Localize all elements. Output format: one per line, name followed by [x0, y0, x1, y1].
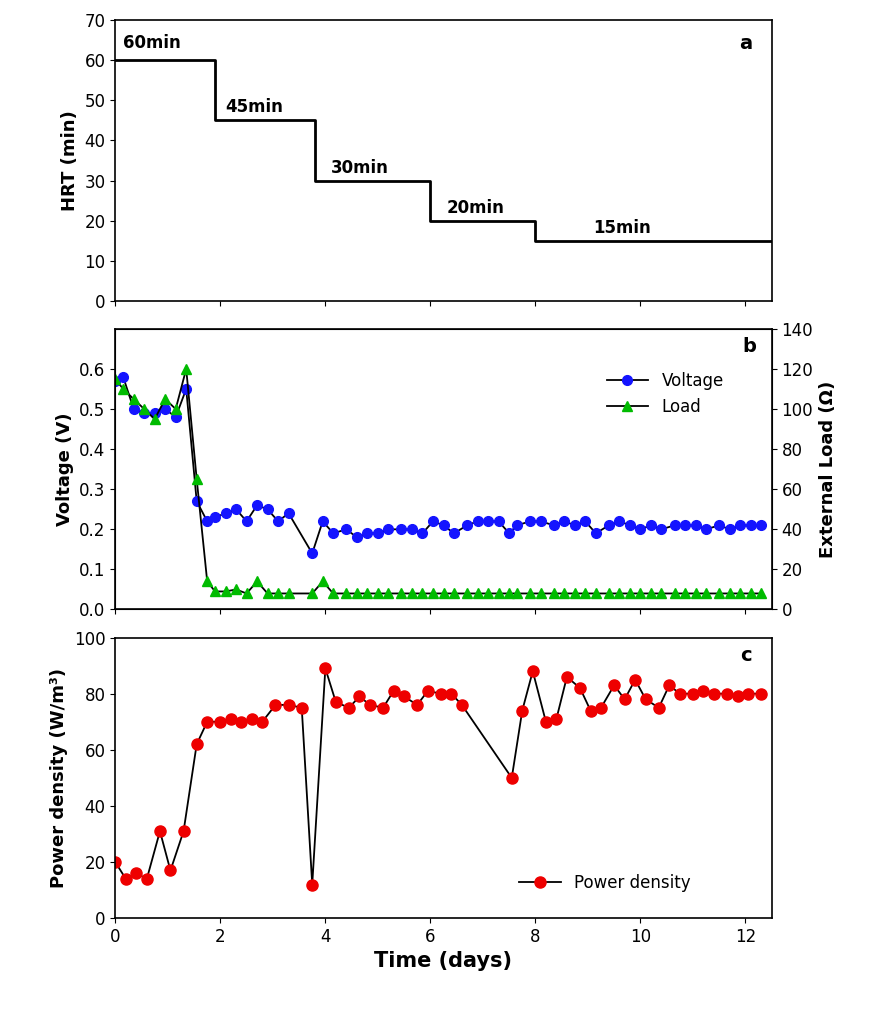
Load: [220, 585, 230, 597]
Y-axis label: HRT (min): HRT (min): [61, 110, 79, 211]
Voltage: [317, 516, 328, 528]
Load: [317, 575, 328, 587]
Line: Voltage: Voltage: [111, 372, 766, 558]
Load: [340, 587, 351, 599]
Power density: [755, 688, 766, 700]
Text: 15min: 15min: [593, 219, 650, 237]
Text: 60min: 60min: [123, 34, 181, 52]
Load: [755, 587, 766, 599]
Voltage: [351, 532, 361, 544]
Text: 20min: 20min: [446, 199, 503, 217]
Text: c: c: [740, 646, 751, 665]
Text: a: a: [738, 34, 751, 53]
Voltage: [755, 520, 766, 532]
Voltage: [273, 516, 284, 528]
Text: 30min: 30min: [330, 158, 388, 177]
Load: [241, 587, 252, 599]
Load: [110, 373, 120, 385]
Power density: [307, 879, 317, 891]
Y-axis label: Power density (W/m³): Power density (W/m³): [51, 668, 68, 888]
Load: [283, 587, 293, 599]
Voltage: [110, 375, 120, 387]
Power density: [364, 699, 375, 711]
Voltage: [340, 524, 351, 536]
Line: Power density: Power density: [110, 663, 766, 890]
Power density: [585, 704, 595, 716]
Legend: Power density: Power density: [512, 868, 697, 899]
Power density: [110, 856, 120, 868]
Power density: [506, 772, 517, 784]
X-axis label: Time (days): Time (days): [374, 951, 512, 972]
Load: [535, 587, 546, 599]
Load: [351, 587, 361, 599]
Y-axis label: External Load (Ω): External Load (Ω): [818, 380, 835, 558]
Power density: [527, 665, 538, 677]
Voltage: [307, 547, 317, 559]
Power density: [540, 715, 550, 727]
Power density: [320, 662, 330, 674]
Voltage: [118, 371, 128, 383]
Voltage: [535, 516, 546, 528]
Voltage: [220, 508, 230, 520]
Text: 45min: 45min: [225, 99, 284, 116]
Line: Load: Load: [111, 364, 766, 598]
Power density: [214, 715, 225, 727]
Text: b: b: [742, 337, 755, 356]
Y-axis label: Voltage (V): Voltage (V): [56, 413, 74, 526]
Legend: Voltage, Load: Voltage, Load: [599, 365, 730, 423]
Load: [181, 363, 191, 375]
